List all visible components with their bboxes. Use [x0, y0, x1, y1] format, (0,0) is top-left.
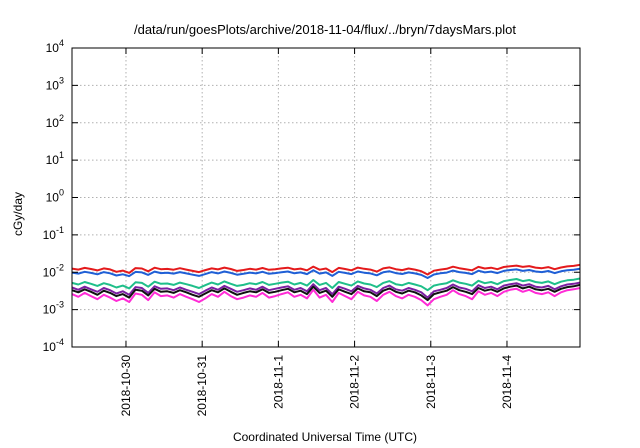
y-tick-base: 10 — [43, 265, 57, 279]
x-tick-label: 2018-10-31 — [195, 355, 209, 417]
y-tick-exponent: 1 — [59, 150, 64, 160]
y-tick-exponent: -2 — [56, 262, 64, 272]
y-tick-exponent: 0 — [59, 188, 64, 198]
y-tick-label: 10-2 — [43, 262, 64, 279]
series-line-6 — [71, 287, 581, 307]
y-tick-base: 10 — [43, 303, 57, 317]
y-axis-label: cGy/day — [11, 192, 25, 236]
y-tick-base: 10 — [46, 78, 60, 92]
x-tick-label: 2018-11-3 — [424, 355, 438, 409]
y-tick-exponent: -1 — [56, 225, 64, 235]
series-line-4 — [71, 281, 581, 299]
y-tick-label: 10-3 — [43, 300, 64, 317]
grid-lines — [72, 48, 580, 347]
y-tick-label: 10-4 — [43, 337, 64, 354]
y-tick-label: 104 — [46, 38, 64, 55]
y-tick-base: 10 — [46, 116, 60, 130]
y-tick-exponent: 3 — [59, 75, 64, 85]
axes: 10410310210110010-110-210-310-42018-10-3… — [43, 38, 581, 417]
y-tick-base: 10 — [43, 228, 57, 242]
x-tick-label: 2018-11-1 — [271, 355, 285, 409]
series-line-2 — [71, 267, 581, 279]
x-axis-label: Coordinated Universal Time (UTC) — [233, 430, 417, 444]
y-tick-exponent: 2 — [59, 113, 64, 123]
y-tick-label: 101 — [46, 150, 64, 167]
series-layer — [71, 263, 581, 307]
series-line-5 — [71, 283, 581, 302]
series-line-1 — [71, 263, 581, 276]
y-tick-label: 100 — [46, 188, 64, 205]
y-tick-base: 10 — [43, 340, 57, 354]
y-tick-label: 103 — [46, 75, 64, 92]
y-tick-exponent: 4 — [59, 38, 64, 48]
y-tick-base: 10 — [46, 41, 60, 55]
plot-frame — [71, 47, 581, 348]
y-tick-exponent: -3 — [56, 300, 64, 310]
series-line-3 — [71, 277, 581, 292]
y-tick-exponent: -4 — [56, 337, 64, 347]
y-tick-label: 10-1 — [43, 225, 64, 242]
y-tick-base: 10 — [46, 191, 60, 205]
y-tick-label: 102 — [46, 113, 64, 130]
x-tick-label: 2018-11-2 — [348, 355, 362, 409]
y-tick-base: 10 — [46, 153, 60, 167]
chart-title: /data/run/goesPlots/archive/2018-11-04/f… — [134, 22, 516, 37]
x-tick-label: 2018-10-30 — [119, 355, 133, 417]
x-tick-label: 2018-11-4 — [500, 355, 514, 409]
